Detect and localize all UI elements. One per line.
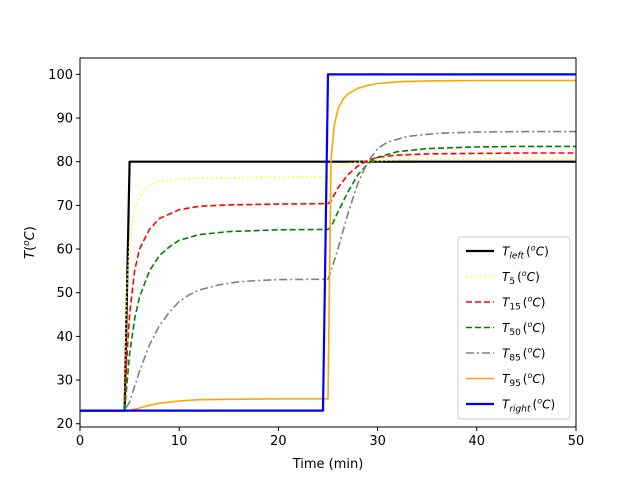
y-tick-label: 70 <box>56 199 73 214</box>
x-axis-ticks: 0 10 20 30 40 50 <box>76 427 584 449</box>
x-tick-label: 50 <box>568 434 585 449</box>
legend-label-50: T50 (oC) <box>502 320 545 338</box>
legend-label-right: Tright (oC) <box>502 397 555 415</box>
legend-label-95: T95 (oC) <box>502 371 545 389</box>
y-tick-label: 100 <box>48 68 73 83</box>
series-line-50 <box>80 145 576 412</box>
legend-label-85: T85 (oC) <box>502 346 545 364</box>
x-tick-label: 40 <box>469 434 486 449</box>
series-line-85 <box>80 130 576 412</box>
legend-label-15: T15 (oC) <box>502 295 545 313</box>
y-tick-label: 80 <box>56 155 73 170</box>
series-line-15 <box>80 152 576 412</box>
y-tick-label: 30 <box>56 374 73 389</box>
legend-label-left: Tleft (oC) <box>502 244 549 262</box>
x-tick-label: 20 <box>270 434 287 449</box>
y-tick-label: 20 <box>56 417 73 432</box>
legend-label-5: T5 (oC) <box>502 269 540 287</box>
series-line-95 <box>80 79 576 412</box>
x-tick-label: 30 <box>369 434 386 449</box>
legend: Tleft (oC) T5 (oC) T15 (oC) T50 (oC) T85 (oC) T95(… <box>457 236 571 420</box>
x-tick-label: 10 <box>171 434 188 449</box>
x-tick-label: 0 <box>76 434 84 449</box>
legend-box <box>457 236 571 420</box>
series-line-right <box>80 73 576 412</box>
y-tick-label: 40 <box>56 330 73 345</box>
series-layer <box>80 73 576 412</box>
y-axis-label: T(oC) <box>22 226 38 259</box>
y-tick-label: 90 <box>56 112 73 127</box>
y-axis-ticks: 20 30 40 50 60 70 80 90 100 <box>48 68 80 432</box>
x-axis-label: Time (min) <box>292 457 364 472</box>
plot-frame <box>79 57 577 428</box>
y-tick-label: 50 <box>56 286 73 301</box>
y-tick-label: 60 <box>56 243 73 258</box>
